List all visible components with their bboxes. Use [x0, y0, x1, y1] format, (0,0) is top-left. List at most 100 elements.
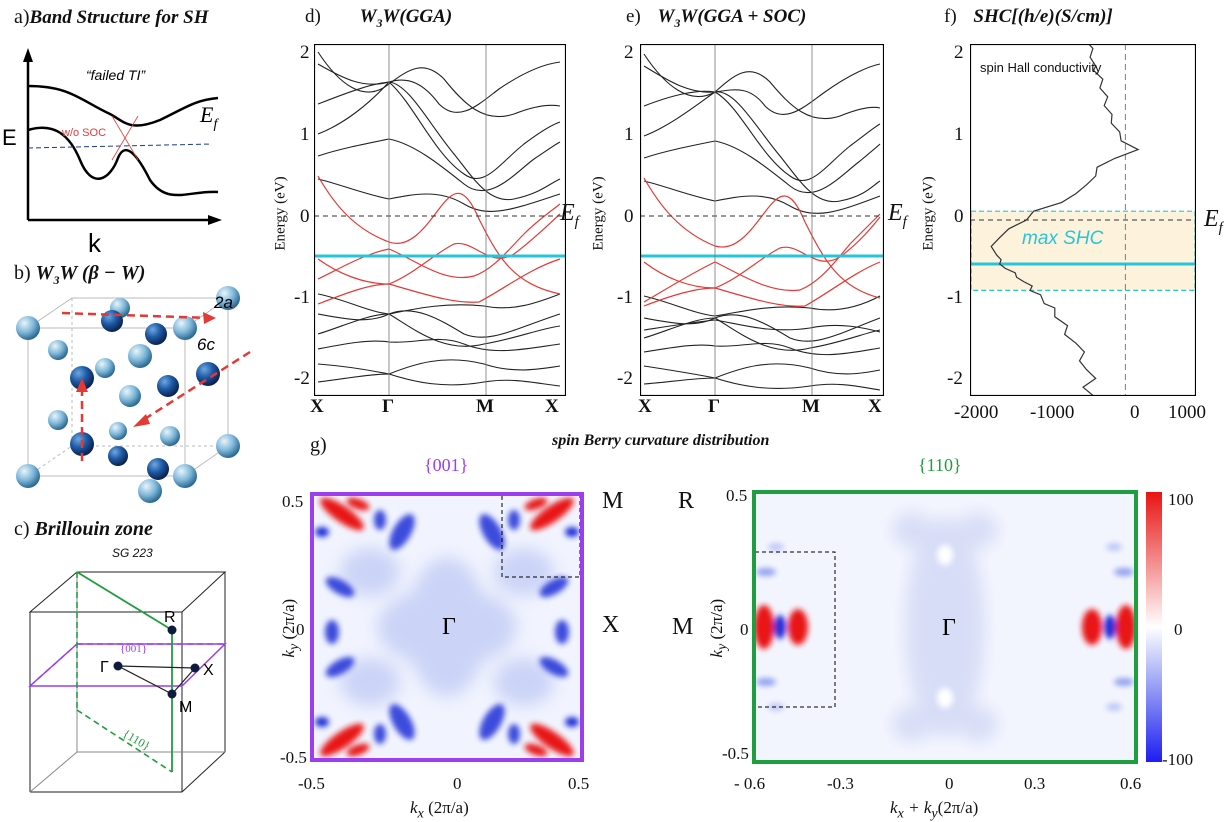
- map1-point-m: M: [602, 488, 624, 514]
- panel-e-ef: Ef: [888, 200, 907, 230]
- panel-d-ylabel: Energy (eV): [272, 176, 289, 251]
- map2-xtick: -0.3: [827, 774, 854, 793]
- panel-e-title: W3W(GGA + SOC): [657, 6, 807, 30]
- panel-d-letter: d): [305, 6, 321, 27]
- panel-e-kpoint: X: [868, 396, 882, 417]
- panel-d-band-plot: [314, 44, 566, 396]
- space-group-label: SG 223: [112, 546, 153, 560]
- map2-ylabel: ky (2π/a): [706, 598, 731, 658]
- axis-k-label: k: [88, 228, 102, 258]
- map2-title: {110}: [918, 455, 962, 475]
- shc-inner-label: spin Hall conductivity: [980, 60, 1102, 75]
- panel-f-ytick: -1: [947, 287, 963, 308]
- bz-point-x: X: [203, 662, 214, 679]
- colorbar: [1146, 492, 1162, 762]
- map2-heatmap: Γ: [752, 490, 1138, 764]
- colorbar-tick: 100: [1168, 490, 1194, 509]
- panel-c-letter: c): [14, 518, 30, 540]
- panel-g-letter: g): [310, 434, 327, 456]
- map2-gamma-label: Γ: [942, 615, 956, 641]
- panel-f-xtick: -2000: [954, 402, 999, 423]
- panel-e-kpoint: M: [802, 396, 820, 417]
- panel-f-ytick: 0: [954, 206, 964, 227]
- ef-label: Ef: [199, 102, 219, 132]
- shc-curve: [990, 44, 1140, 396]
- panel-e-kpoint: Γ: [708, 396, 721, 417]
- colorbar-tick: 0: [1174, 620, 1183, 639]
- panel-d-header: d) W3W(GGA): [305, 6, 452, 31]
- map2-xtick: 0.6: [1120, 774, 1142, 793]
- panel-f-ytick: 1: [954, 124, 964, 145]
- panel-f-letter: f): [944, 6, 957, 27]
- panel-d-kpoint: X: [310, 396, 324, 417]
- panel-f-xtick: -1000: [1030, 402, 1075, 423]
- map1-title: {001}: [424, 455, 469, 475]
- bz-point-gamma: Γ: [100, 659, 109, 676]
- site-2a-label: 2a: [213, 293, 233, 312]
- panel-e-ytick: -2: [617, 368, 633, 389]
- max-shc-label: max SHC: [1022, 228, 1104, 249]
- panel-b-header: b) W3W (β − W): [14, 262, 145, 288]
- panel-e-ytick: 2: [624, 42, 634, 63]
- map1-heatmap: Γ: [310, 492, 584, 762]
- panel-d-ytick: 1: [300, 124, 310, 145]
- panel-a-title: Band Structure for SH: [29, 7, 209, 28]
- bz-point-m: M: [179, 699, 192, 716]
- panel-f-ytick: -2: [947, 368, 963, 389]
- map2-xtick: 0.3: [1024, 774, 1046, 793]
- map1-ylabel: ky (2π/a): [278, 598, 303, 658]
- panel-c-title: Brillouin zone: [34, 518, 153, 540]
- panel-f-xtick: 1000: [1168, 402, 1206, 423]
- panel-f-title: SHC[(h/e)(S/cm)]: [973, 6, 1113, 27]
- panel-f-xtick: 0: [1130, 402, 1140, 423]
- panel-a-letter: a): [14, 6, 30, 28]
- map2-xtick: - 0.6: [734, 774, 766, 793]
- bz-point-r: R: [164, 609, 176, 626]
- map1-point-x: X: [602, 612, 620, 638]
- panel-e-kpoint: X: [638, 396, 652, 417]
- map1-ytick: -0.5: [280, 748, 307, 767]
- panel-d-ytick: -2: [294, 368, 310, 389]
- panel-b-crystal: 2a 6c: [16, 286, 251, 503]
- panel-f-ytick: 2: [954, 42, 964, 63]
- panel-c-bz: R Γ X M {001} {110}: [28, 571, 227, 793]
- panel-d-ytick: 0: [300, 206, 310, 227]
- panel-f-ef: Ef: [1204, 206, 1223, 236]
- map2-xtick: 0: [945, 774, 954, 793]
- map2-point-r: R: [678, 488, 695, 514]
- bz-plane-001-label: {001}: [120, 643, 147, 655]
- panel-d-ytick: -1: [294, 287, 310, 308]
- panel-e-header: e) W3W(GGA + SOC): [626, 6, 806, 31]
- map1-ytick: 0.5: [282, 492, 304, 511]
- panel-e-band-plot: [640, 44, 884, 396]
- panel-b-letter: b): [14, 262, 31, 284]
- panel-g-title: spin Berry curvature distribution: [552, 432, 770, 449]
- map2-ytick: 0: [740, 620, 749, 639]
- panel-d-ytick: 2: [300, 42, 310, 63]
- max-shc-band: [970, 210, 1196, 291]
- map2-ytick: -0.5: [722, 744, 749, 763]
- map1-xlabel: kx (2π/a): [410, 798, 469, 822]
- panel-d-kpoint: X: [545, 396, 559, 417]
- panel-a-header: a)Band Structure for SH: [14, 6, 209, 29]
- panel-a-schematic: “failed TI” w/o SOC Ef E k: [2, 48, 222, 258]
- axis-e-label: E: [2, 125, 17, 150]
- map1-xtick: -0.5: [298, 774, 325, 793]
- panel-d-title: W3W(GGA): [359, 6, 453, 30]
- panel-e-ytick: -1: [617, 287, 633, 308]
- map2-ytick: 0.5: [726, 486, 748, 505]
- panel-e-ytick: 1: [624, 124, 634, 145]
- wo-soc-label: w/o SOC: [61, 127, 106, 139]
- panel-f-ylabel: Energy (eV): [920, 176, 937, 251]
- map2-xlabel: kx + ky(2π/a): [890, 798, 979, 822]
- panel-e-ylabel: Energy (eV): [590, 176, 607, 251]
- map1-gamma-label: Γ: [442, 614, 456, 640]
- map1-xtick: 0: [453, 774, 462, 793]
- panel-e-letter: e): [626, 6, 641, 27]
- map2-point-m: M: [672, 614, 694, 640]
- site-6c-label: 6c: [197, 335, 215, 354]
- colorbar-tick: -100: [1162, 750, 1194, 769]
- shc-chart: [970, 44, 1196, 396]
- panel-e-ytick: 0: [624, 206, 634, 227]
- panel-d-kpoint: Γ: [382, 396, 395, 417]
